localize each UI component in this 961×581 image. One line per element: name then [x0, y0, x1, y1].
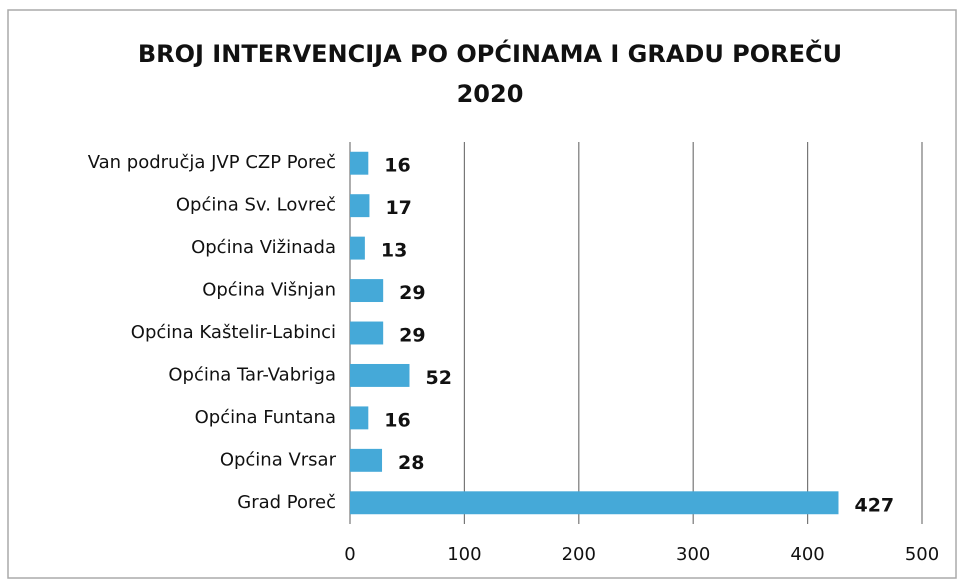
data-label: 16 [384, 155, 410, 177]
y-tick-label: Općina Funtana [195, 407, 336, 428]
y-tick-label: Grad Poreč [237, 492, 336, 513]
data-label: 17 [385, 197, 411, 219]
bar [350, 448, 383, 472]
data-label: 28 [398, 452, 424, 474]
bar [350, 236, 365, 260]
y-tick-label: Općina Višnjan [202, 280, 336, 301]
chart-title: BROJ INTERVENCIJA PO OPĆINAMA I GRADU PO… [138, 38, 842, 68]
y-tick-label: Općina Vrsar [220, 449, 337, 470]
x-tick-label: 200 [562, 544, 596, 565]
chart-frame [7, 9, 957, 579]
data-label: 29 [399, 325, 425, 347]
chart-subtitle: 2020 [457, 80, 524, 108]
y-tick-label: Općina Vižinada [191, 237, 336, 258]
x-tick-label: 300 [676, 544, 710, 565]
bar [350, 321, 384, 345]
data-label: 16 [384, 409, 410, 431]
y-tick-label: Van područja JVP CZP Poreč [88, 152, 336, 173]
data-label: 29 [399, 282, 425, 304]
data-label: 13 [381, 240, 407, 262]
data-label: 427 [854, 494, 894, 516]
bar [350, 151, 369, 175]
bar [350, 279, 384, 303]
x-tick-label: 500 [905, 544, 939, 565]
x-tick-label: 100 [447, 544, 481, 565]
x-tick-label: 400 [790, 544, 824, 565]
bar [350, 491, 839, 515]
data-label: 52 [425, 367, 451, 389]
y-tick-label: Općina Sv. Lovreč [176, 195, 336, 216]
x-tick-label: 0 [344, 544, 355, 565]
bar [350, 406, 369, 430]
y-tick-label: Općina Tar-Vabriga [168, 364, 336, 385]
bar [350, 194, 370, 218]
y-tick-label: Općina Kaštelir-Labinci [131, 322, 336, 343]
bar [350, 363, 410, 387]
